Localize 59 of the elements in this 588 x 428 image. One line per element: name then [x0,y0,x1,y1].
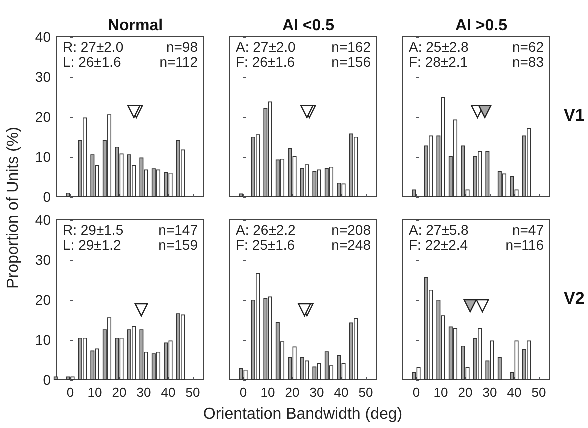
text: V1 [564,106,585,125]
chart-title: AI >0.5 [455,18,508,34]
x-tick-label: 10 [88,385,102,400]
y-tick-label: 30 [35,69,52,85]
x-tick-label: 0 [240,385,248,400]
chart-title: AI <0.5 [282,18,335,34]
y-tick-label: 20 [35,292,52,308]
x-tick-label: 10 [434,385,448,400]
y-axis-title: Proportion of Units (%) [5,127,23,289]
y-tick-label: 10 [35,149,52,165]
annotation: A: 27±5.8 [409,222,470,238]
x-tick-label: 50 [186,385,200,400]
annotation: n=248 [332,237,372,253]
annotation: R: 29±1.5 [63,222,124,238]
annotation: F: 25±1.6 [236,237,296,253]
x-tick-label: 40 [334,385,349,400]
y-tick-label: 20 [35,109,52,125]
x-tick-label: 10 [260,385,276,400]
x-axis-title: Orientation Bandwidth (deg) [203,406,403,424]
y-tick-label: 40 [35,212,52,228]
annotation: n=159 [158,237,198,253]
annotation: n=47 [512,222,544,238]
y-tick-label: 0 [43,372,52,388]
x-tick-label: 20 [112,385,127,400]
y-tick-label: 0 [43,189,52,205]
annotation: A: 25±2.8 [409,39,470,55]
x-tick-label: 30 [482,385,498,400]
annotation: R: 27±2.0 [63,39,124,55]
annotation: F: 26±1.6 [236,54,296,70]
text: V2 [564,289,585,308]
x-tick-label: 30 [310,385,324,400]
x-tick-label: 20 [285,385,300,400]
x-tick-label: 40 [507,385,522,400]
annotation: A: 27±2.0 [236,39,296,55]
x-tick-label: 40 [161,385,176,400]
annotation: F: 28±2.1 [409,54,468,70]
annotation: n=98 [166,39,198,55]
y-tick-label: 10 [35,332,52,348]
annotation: n=112 [160,54,198,70]
y-tick-label: 40 [35,29,52,45]
x-tick-label: 20 [458,385,473,400]
x-tick-label: 50 [358,385,374,400]
annotation: n=147 [158,222,198,238]
x-tick-label: 0 [66,385,74,400]
y-tick-label: 30 [35,252,52,268]
annotation: F: 22±2.4 [409,237,468,253]
annotation: n=83 [512,54,544,70]
chart-title: Normal [108,18,164,34]
annotation: n=162 [332,39,372,55]
x-tick-label: 30 [136,385,152,400]
annotation: n=208 [332,222,372,238]
annotation: n=116 [506,237,544,253]
annotation: A: 26±2.2 [236,222,296,238]
annotation: L: 29±1.2 [63,237,122,253]
x-tick-label: 50 [532,385,546,400]
annotation: n=62 [512,39,544,55]
x-tick-label: 0 [412,385,420,400]
annotation: n=156 [332,54,372,70]
annotation: L: 26±1.6 [63,54,122,70]
